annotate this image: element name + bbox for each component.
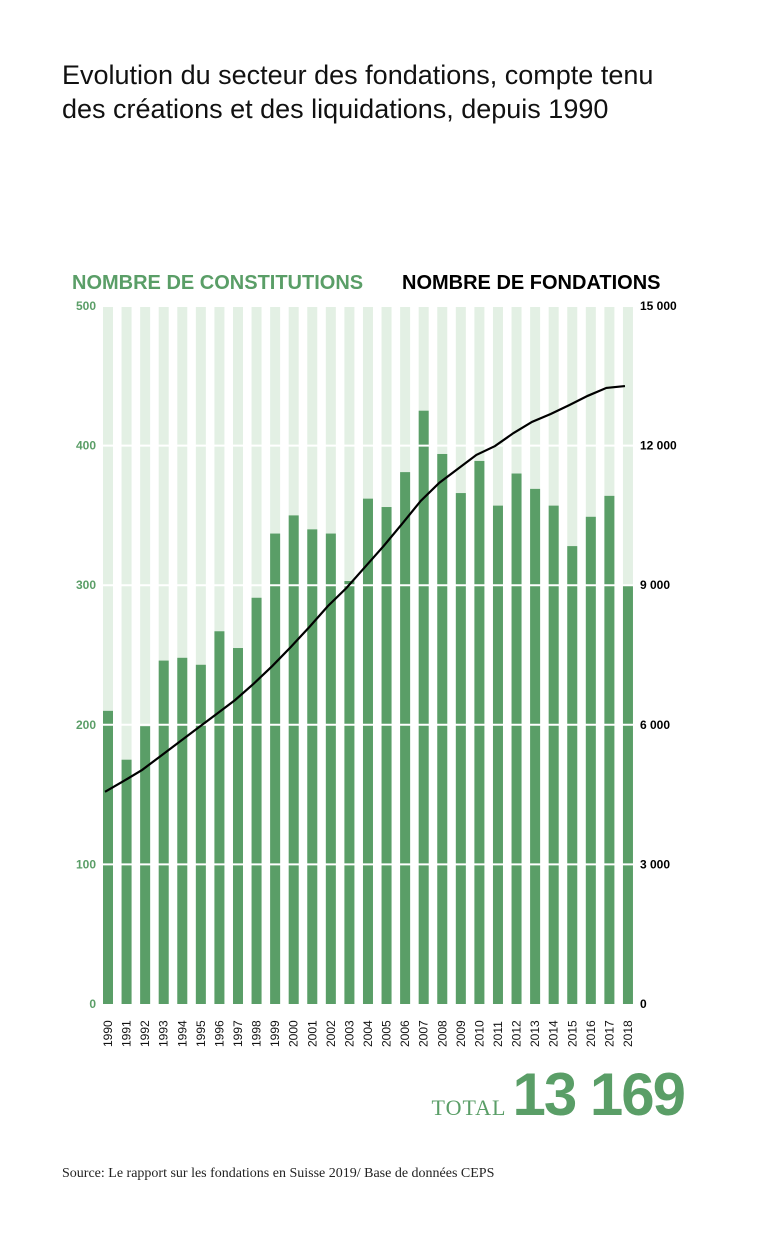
bar — [232, 648, 243, 1004]
x-tick-label: 1990 — [101, 1020, 115, 1047]
x-tick-label: 1992 — [138, 1020, 152, 1047]
x-tick-label: 2008 — [435, 1020, 449, 1047]
x-tick-label: 2007 — [417, 1020, 431, 1047]
bar — [381, 507, 392, 1004]
x-tick-label: 2002 — [324, 1020, 338, 1047]
chart-plot: 1990 1991 1992 1993 1994 1995 1996 1997 1998 1999… — [76, 299, 677, 1047]
right-tick-label: 9 000 — [640, 578, 670, 592]
x-tick-label: 2003 — [342, 1020, 356, 1047]
bar — [270, 533, 281, 1004]
source-note: Source: Le rapport sur les fondations en… — [62, 1166, 495, 1181]
bar — [604, 495, 615, 1004]
left-tick-label: 0 — [89, 997, 96, 1011]
bar — [195, 664, 206, 1004]
bar — [362, 498, 373, 1004]
bar — [344, 581, 355, 1004]
x-tick-label: 1991 — [120, 1020, 134, 1047]
bar-background — [158, 306, 169, 1004]
bar — [455, 493, 466, 1004]
left-tick-label: 500 — [76, 299, 96, 313]
bar — [325, 533, 336, 1004]
right-tick-label: 3 000 — [640, 857, 670, 871]
bar — [567, 546, 578, 1004]
x-tick-label: 2012 — [510, 1020, 524, 1047]
bar — [288, 515, 299, 1004]
bar — [511, 473, 522, 1004]
total: TOTAL 13 169 — [431, 1060, 686, 1129]
x-tick-label: 1994 — [175, 1020, 189, 1047]
x-tick-label: 2016 — [584, 1020, 598, 1047]
x-tick-label: 2006 — [398, 1020, 412, 1047]
x-tick-label: 2011 — [491, 1021, 505, 1047]
bar — [474, 460, 485, 1004]
legend-fondations: NOMBRE DE FONDATIONS — [402, 272, 661, 294]
bar — [121, 759, 132, 1004]
right-tick-label: 0 — [640, 997, 647, 1011]
x-tick-label: 2013 — [528, 1020, 542, 1047]
bar-background — [177, 306, 188, 1004]
x-tick-label: 1997 — [231, 1020, 245, 1047]
bar — [548, 505, 559, 1004]
bar — [103, 710, 113, 1004]
bar — [585, 516, 596, 1004]
bar-background — [121, 306, 132, 1004]
bar — [530, 488, 541, 1005]
x-tick-label: 2017 — [602, 1020, 616, 1047]
x-tick-label: 1999 — [268, 1020, 282, 1047]
x-tick-label: 1993 — [157, 1020, 171, 1047]
left-tick-label: 300 — [76, 578, 96, 592]
bar — [177, 657, 188, 1004]
bar — [622, 585, 633, 1004]
x-tick-label: 2015 — [565, 1020, 579, 1047]
left-tick-label: 100 — [76, 857, 96, 871]
bar-background — [103, 306, 113, 1004]
x-tick-label: 1995 — [194, 1020, 208, 1047]
bar-background — [195, 306, 206, 1004]
x-tick-label: 1996 — [212, 1020, 226, 1047]
total-label: TOTAL — [431, 1095, 507, 1120]
x-tick-label: 2014 — [547, 1020, 561, 1047]
total-value: 13 169 — [512, 1061, 686, 1128]
bar — [418, 410, 429, 1004]
bar-background — [140, 306, 151, 1004]
right-tick-label: 15 000 — [640, 299, 677, 313]
x-tick-label: 2005 — [380, 1020, 394, 1047]
x-tick-label: 2009 — [454, 1020, 468, 1047]
x-tick-label: 2001 — [305, 1020, 319, 1047]
bar — [214, 631, 225, 1004]
right-tick-label: 6 000 — [640, 718, 670, 732]
left-tick-label: 400 — [76, 439, 96, 453]
bar — [400, 472, 411, 1004]
x-tick-label: 2010 — [472, 1020, 486, 1047]
bar — [251, 597, 262, 1004]
x-tick-label: 2018 — [621, 1020, 635, 1047]
x-tick-label: 2004 — [361, 1020, 375, 1047]
line-series-fondations — [104, 384, 626, 793]
bar — [492, 505, 503, 1004]
x-tick-label: 1998 — [250, 1020, 264, 1047]
legend-constitutions: NOMBRE DE CONSTITUTIONS — [72, 272, 364, 294]
x-tick-label: 2000 — [287, 1020, 301, 1047]
bar — [158, 660, 169, 1004]
left-tick-label: 200 — [76, 718, 96, 732]
bar — [437, 453, 448, 1004]
right-tick-label: 12 000 — [640, 439, 677, 453]
bar — [307, 529, 318, 1004]
chart-title: Evolution du secteur des fondations, com… — [62, 60, 654, 124]
